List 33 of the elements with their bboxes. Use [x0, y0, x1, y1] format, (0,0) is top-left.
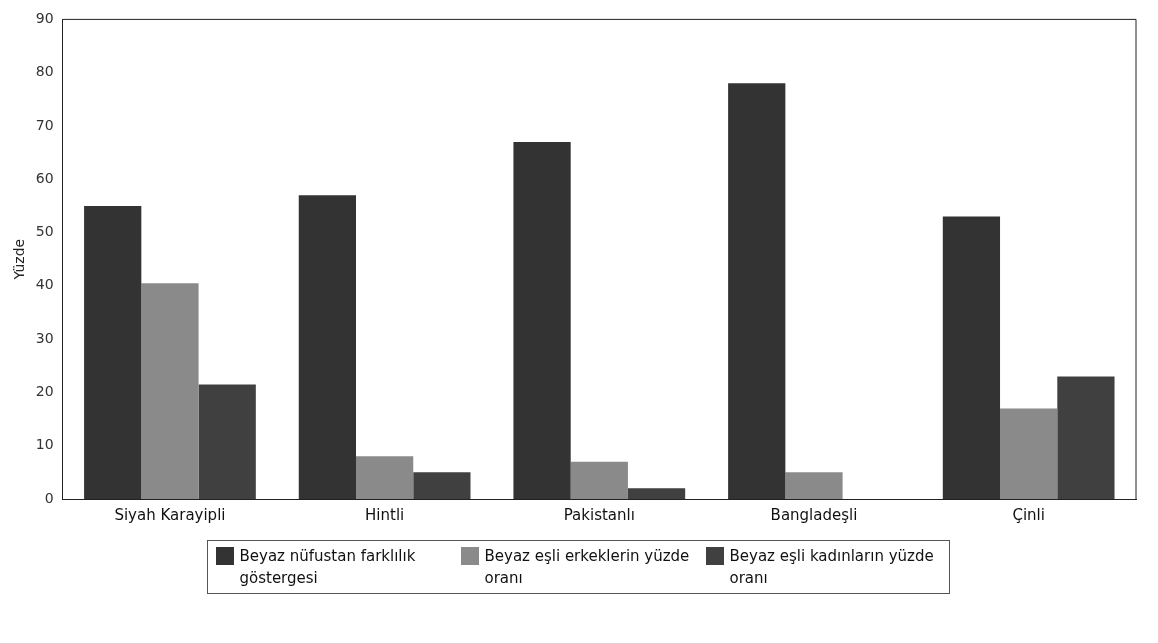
y-tick-label: 90 [35, 10, 54, 27]
bar [198, 384, 256, 499]
legend-label: Beyaz eşli erkeklerin yüzde oranı [484, 546, 691, 589]
bar [298, 195, 357, 499]
x-tick-label: Bangladeşli [770, 505, 858, 524]
bar [356, 456, 414, 499]
y-tick-label: 80 [35, 63, 54, 80]
bar [413, 472, 471, 499]
bar [1057, 376, 1115, 499]
x-tick-label: Pakistanlı [563, 505, 635, 524]
y-tick-label: 30 [35, 329, 54, 346]
y-tick-label: 70 [35, 116, 54, 133]
y-tick-label: 40 [35, 276, 54, 293]
bar [513, 141, 571, 499]
bar [785, 472, 843, 499]
bar [942, 216, 1001, 499]
y-tick-label: 60 [35, 169, 54, 186]
x-tick-label: Çinli [1012, 505, 1045, 524]
y-axis-title: Yüzde [11, 238, 28, 281]
legend-label: Beyaz eşli kadınların yüzde oranı [729, 546, 935, 589]
y-tick-label: 50 [35, 223, 54, 240]
legend-label: Beyaz nüfustan farklılık göstergesi [239, 546, 417, 589]
y-tick-label: 20 [35, 383, 54, 400]
bar [84, 205, 142, 499]
bar [728, 83, 786, 499]
bar [627, 488, 686, 499]
y-tick-label: 10 [35, 436, 54, 453]
x-tick-label: Siyah Karayipli [114, 505, 226, 524]
bar [570, 461, 628, 499]
x-tick-label: Hintli [365, 505, 405, 524]
bar [1000, 408, 1058, 499]
y-tick-label: 0 [44, 489, 54, 506]
bar [141, 283, 199, 499]
